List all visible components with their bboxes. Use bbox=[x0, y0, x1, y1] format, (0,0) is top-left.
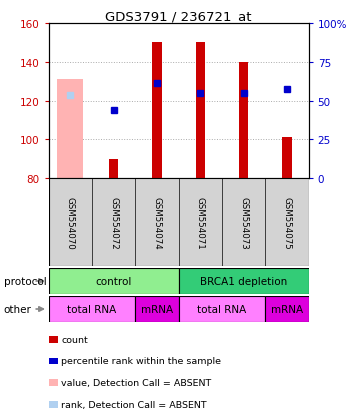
Bar bbox=[196, 43, 205, 178]
Text: total RNA: total RNA bbox=[68, 304, 117, 314]
Text: mRNA: mRNA bbox=[141, 304, 173, 314]
Bar bbox=[57, 80, 83, 178]
Text: other: other bbox=[4, 304, 31, 314]
Bar bbox=[49, 268, 179, 294]
Bar bbox=[109, 159, 118, 178]
Text: GSM554075: GSM554075 bbox=[283, 196, 291, 249]
Text: control: control bbox=[96, 276, 132, 286]
Text: mRNA: mRNA bbox=[271, 304, 303, 314]
Text: count: count bbox=[61, 335, 88, 344]
Bar bbox=[239, 63, 248, 178]
Text: BRCA1 depletion: BRCA1 depletion bbox=[200, 276, 287, 286]
Bar bbox=[152, 43, 162, 178]
Text: rank, Detection Call = ABSENT: rank, Detection Call = ABSENT bbox=[61, 400, 207, 409]
Text: protocol: protocol bbox=[4, 276, 46, 286]
Text: GSM554073: GSM554073 bbox=[239, 196, 248, 249]
Title: GDS3791 / 236721_at: GDS3791 / 236721_at bbox=[105, 10, 252, 23]
Bar bbox=[135, 296, 179, 322]
Bar bbox=[265, 296, 309, 322]
Text: total RNA: total RNA bbox=[197, 304, 247, 314]
Bar bbox=[282, 138, 292, 178]
Text: GSM554072: GSM554072 bbox=[109, 196, 118, 249]
Bar bbox=[49, 296, 135, 322]
Text: GSM554071: GSM554071 bbox=[196, 196, 205, 249]
Text: GSM554074: GSM554074 bbox=[153, 196, 161, 249]
Bar bbox=[179, 268, 309, 294]
Bar bbox=[179, 296, 265, 322]
Text: value, Detection Call = ABSENT: value, Detection Call = ABSENT bbox=[61, 378, 212, 387]
Text: GSM554070: GSM554070 bbox=[66, 196, 75, 249]
Text: percentile rank within the sample: percentile rank within the sample bbox=[61, 356, 221, 366]
